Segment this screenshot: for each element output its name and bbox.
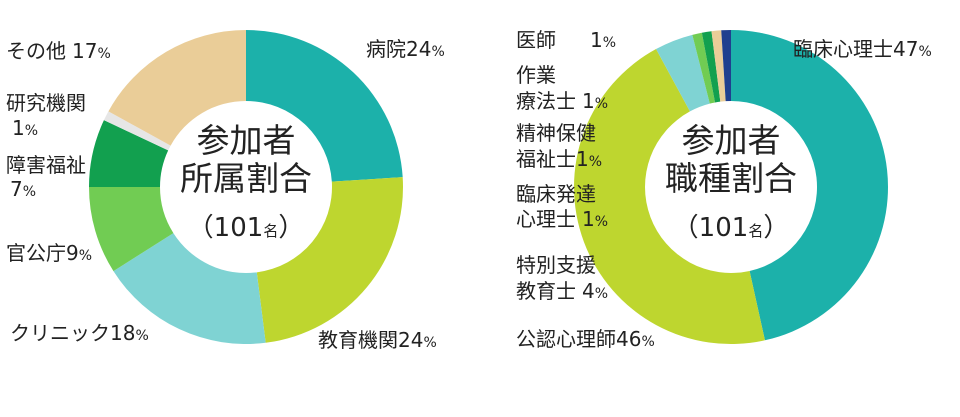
occupation-slice-0 <box>731 30 889 341</box>
occupation-slice-1 <box>573 49 765 345</box>
center-unit: 名 <box>748 222 763 240</box>
label-dev-line2: 心理士 1% <box>516 207 608 231</box>
percent-sign: % <box>589 154 602 170</box>
percent-sign: % <box>79 248 92 264</box>
label-value: 1 <box>582 89 595 113</box>
label-name: 心理士 <box>516 207 576 231</box>
affiliation-slice-1 <box>256 177 403 343</box>
label-welfare-name: 障害福祉 <box>6 153 86 177</box>
occupation-slice-5 <box>711 30 726 102</box>
affiliation-slice-0 <box>246 30 403 182</box>
label-value: 7 <box>10 177 23 201</box>
center-paren-close: ） <box>763 213 789 243</box>
occupation-slice-3 <box>692 32 716 104</box>
center-title-line1: 参加者 <box>197 121 296 160</box>
donut-chart-affiliation <box>89 30 403 344</box>
label-value: 1 <box>582 207 595 231</box>
label-name: 臨床心理士 <box>793 37 893 61</box>
percent-sign: % <box>135 328 148 344</box>
donut-center-occupation: 参加者 職種割合 （101名） <box>665 121 797 243</box>
label-dev-line1: 臨床発達 <box>516 182 596 206</box>
center-count: 101 <box>214 213 264 243</box>
label-name: 病院 <box>366 37 406 61</box>
label-name: 教育士 <box>516 279 576 303</box>
label-special-line1: 特別支援 <box>516 253 596 277</box>
label-value: 1 <box>12 116 25 140</box>
label-psw-line2: 福祉士1% <box>516 147 602 171</box>
label-government: 官公庁9% <box>6 241 92 265</box>
label-value: 1 <box>590 28 603 52</box>
center-count: 101 <box>699 213 749 243</box>
affiliation-slice-2 <box>113 233 266 344</box>
label-name: 官公庁 <box>6 241 66 265</box>
label-doctor: 医師 1% <box>516 28 616 52</box>
label-clinical-psychologist: 臨床心理士47% <box>793 37 932 61</box>
center-paren-close: ） <box>278 213 304 243</box>
label-research-value: 1% <box>12 116 38 140</box>
label-value: 18 <box>110 321 135 345</box>
label-value: 9 <box>66 241 79 265</box>
labels-affiliation: 病院24% 教育機関24% クリニック18% 官公庁9% 障害福祉 7% 研究機… <box>6 37 445 352</box>
label-value: 1 <box>576 147 589 171</box>
label-name: 医師 <box>516 28 556 52</box>
label-hospital: 病院24% <box>366 37 445 61</box>
label-value: 47 <box>893 37 918 61</box>
percent-sign: % <box>25 123 38 139</box>
label-ot-line1: 作業 <box>516 63 556 87</box>
occupation-slice-4 <box>701 31 721 103</box>
affiliation-slice-4 <box>89 120 169 187</box>
label-clinic: クリニック18% <box>10 321 149 345</box>
label-education: 教育機関24% <box>318 328 437 352</box>
center-count-affiliation: （101名） <box>188 213 305 243</box>
percent-sign: % <box>97 46 110 62</box>
label-name: 療法士 <box>516 89 576 113</box>
affiliation-slice-6 <box>108 30 246 146</box>
label-name: 福祉士 <box>516 147 576 171</box>
labels-occupation: 臨床心理士47% 公認心理師46% 特別支援 教育士 4% 臨床発達 心理士 1% … <box>516 28 932 351</box>
donut-center-affiliation: 参加者 所属割合 （101名） <box>180 121 312 243</box>
percent-sign: % <box>431 44 444 60</box>
percent-sign: % <box>641 334 654 350</box>
label-special-line2: 教育士 4% <box>516 279 608 303</box>
center-unit: 名 <box>263 222 278 240</box>
label-licensed-psychologist: 公認心理師46% <box>516 327 655 351</box>
percent-sign: % <box>423 335 436 351</box>
center-title-line2: 職種割合 <box>665 159 797 198</box>
center-count-occupation: （101名） <box>673 213 790 243</box>
label-name: クリニック <box>10 321 110 345</box>
label-value: 24 <box>406 37 431 61</box>
percent-sign: % <box>595 214 608 230</box>
donut-chart-occupation <box>573 30 889 345</box>
occupation-slice-2 <box>656 34 710 112</box>
label-name: 公認心理師 <box>516 327 616 351</box>
label-value: 17 <box>72 39 97 63</box>
center-title-line1: 参加者 <box>682 121 781 160</box>
label-name: 教育機関 <box>318 328 398 352</box>
percent-sign: % <box>595 96 608 112</box>
affiliation-slice-3 <box>89 187 174 272</box>
percent-sign: % <box>918 44 931 60</box>
label-other: その他 17% <box>6 39 111 63</box>
percent-sign: % <box>595 286 608 302</box>
label-value: 4 <box>582 279 595 303</box>
label-name: その他 <box>6 39 66 63</box>
affiliation-slice-5 <box>103 111 171 151</box>
center-title-line2: 所属割合 <box>180 159 312 198</box>
percent-sign: % <box>603 35 616 51</box>
center-paren-open: （ <box>673 213 699 243</box>
label-psw-line1: 精神保健 <box>516 121 596 145</box>
center-paren-open: （ <box>188 213 214 243</box>
occupation-slice-6 <box>721 30 731 102</box>
label-ot-line2: 療法士 1% <box>516 89 608 113</box>
label-welfare-value: 7% <box>10 177 36 201</box>
label-research-name: 研究機関 <box>6 91 86 115</box>
label-value: 46 <box>616 327 641 351</box>
label-value: 24 <box>398 328 423 352</box>
percent-sign: % <box>23 184 36 200</box>
